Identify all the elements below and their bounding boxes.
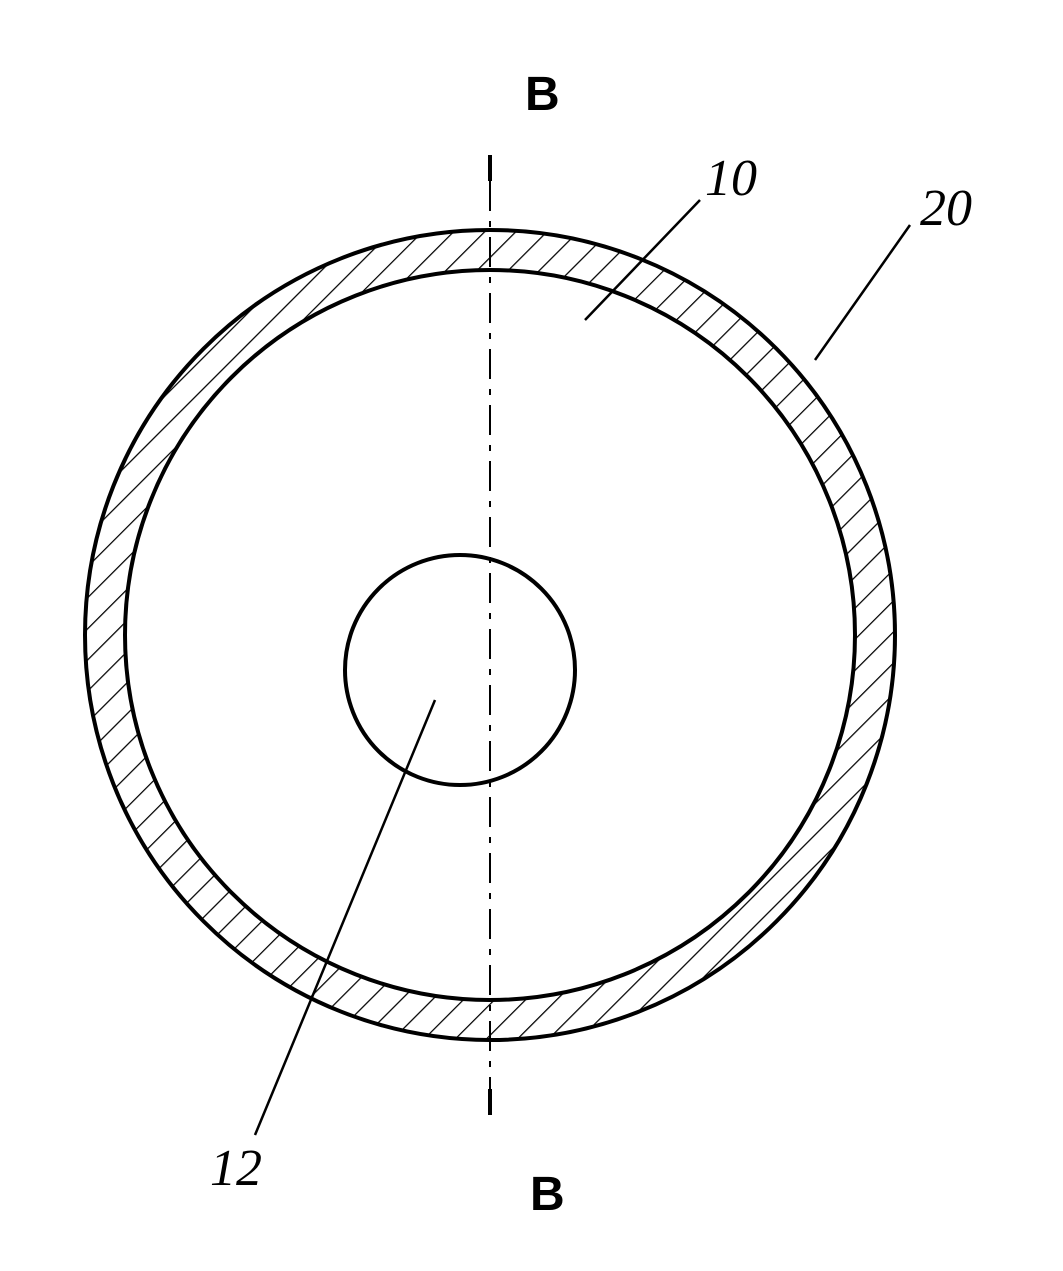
- reference-label-12: 12: [210, 1140, 262, 1197]
- technical-diagram: 10 20 12 B B: [0, 0, 1063, 1271]
- reference-label-10: 10: [705, 150, 757, 207]
- hatched-ring: [0, 0, 1063, 1271]
- section-label-bottom: B: [530, 1168, 565, 1221]
- reference-label-20: 20: [920, 180, 972, 237]
- section-label-top: B: [525, 68, 560, 121]
